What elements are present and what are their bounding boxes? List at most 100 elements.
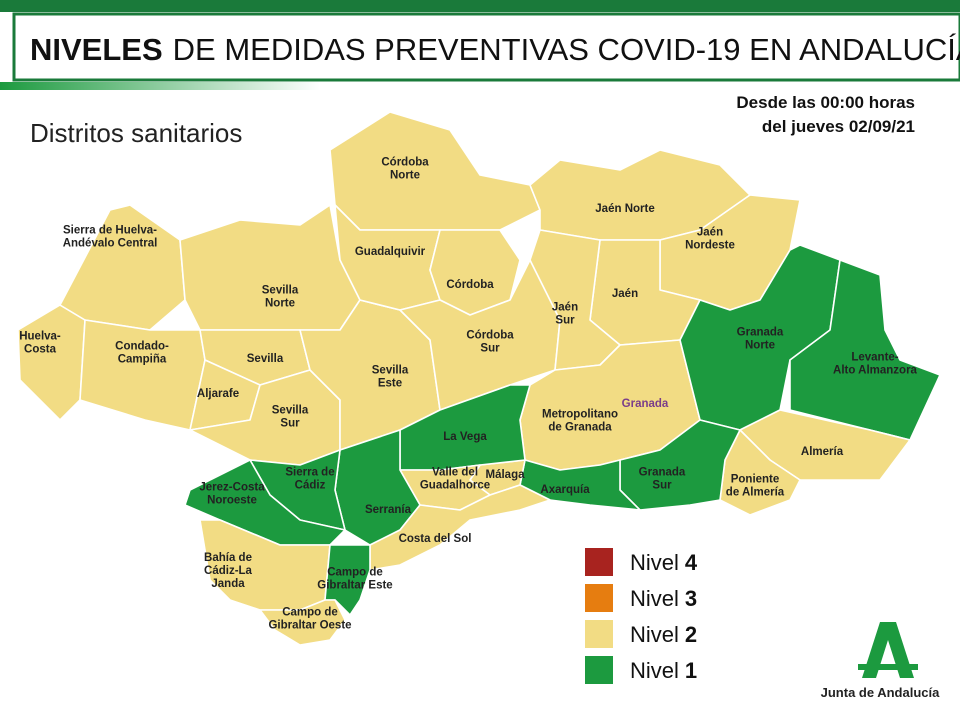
legend-level: 4 (685, 550, 698, 575)
logo-bar (858, 664, 918, 670)
district-label-line: Valle del (432, 467, 478, 479)
district-label: Costa del Sol (399, 533, 472, 545)
district-label-line: Gibraltar Oeste (268, 620, 351, 632)
district-label: Almería (801, 446, 844, 458)
district-label-line: Janda (211, 578, 245, 590)
district-label-line: de Almería (726, 487, 785, 499)
district-label: Serranía (365, 504, 412, 516)
legend-text: Nivel (630, 550, 679, 575)
district-label-line: Jerez-Costa (199, 482, 265, 494)
district-label-line: Sur (280, 418, 300, 430)
legend-text: Nivel (630, 622, 679, 647)
date-line: del jueves 02/09/21 (762, 117, 915, 136)
district-label: Guadalquivir (355, 246, 426, 258)
legend-text: Nivel (630, 586, 679, 611)
district-label: Jaén Norte (595, 203, 654, 215)
district-label: Metropolitano de Granada (542, 409, 618, 434)
district (259, 599, 346, 646)
district-label-line: Metropolitano (542, 409, 618, 421)
district-label: Granada Norte (737, 327, 784, 352)
district-label-line: Aljarafe (197, 388, 239, 400)
district-label: Sevilla Este (372, 365, 409, 390)
logo-text: Junta de Andalucía (821, 685, 940, 700)
district-label-line: Sevilla (262, 285, 299, 297)
district-label-line: Jaén (612, 288, 638, 300)
district-label-line: Nordeste (685, 240, 735, 252)
district-label-line: Costa (24, 344, 57, 356)
district-label: Poniente de Almería (726, 474, 785, 499)
district-label: Jaén (612, 288, 638, 300)
district-label-line: Sevilla (272, 405, 309, 417)
legend-swatch (585, 584, 613, 612)
title-box (12, 12, 960, 82)
district-label-line: Jaén Norte (595, 203, 654, 215)
title-underline (0, 82, 320, 90)
district-label: Sevilla (247, 353, 284, 365)
district-label-line: de Granada (548, 422, 612, 434)
district-label-line: Sur (652, 480, 672, 492)
district-label-line: Gibraltar Este (317, 580, 392, 592)
district-label-line: Granada (737, 327, 784, 339)
district-label-line: Levante- (851, 352, 898, 364)
district-label-line: Granada (639, 467, 686, 479)
district-label-line: Campo de (327, 567, 383, 579)
district-label: Levante-Alto Almanzora (833, 352, 918, 377)
district-label-line: Costa del Sol (399, 533, 472, 545)
district-label-line: Sierra de (285, 467, 334, 479)
legend-swatch (585, 656, 613, 684)
district-label-line: Norte (265, 298, 295, 310)
district-label: Bahía de Cádiz-La Janda (204, 552, 253, 590)
subtitle: Distritos sanitarios (30, 118, 242, 148)
date-line: Desde las 00:00 horas (736, 93, 915, 112)
district (79, 319, 206, 431)
district-label: Campo de Gibraltar Este (317, 567, 392, 592)
legend-level: 1 (685, 658, 697, 683)
district-label: Aljarafe (197, 388, 239, 400)
district-label: Córdoba Norte (381, 157, 429, 182)
district-label-line: Sevilla (247, 353, 284, 365)
district-label: Campo de Gibraltar Oeste (268, 607, 351, 632)
district-label-line: Cádiz-La (204, 565, 253, 577)
district-label-line: Noroeste (207, 495, 257, 507)
legend-level: 3 (685, 586, 697, 611)
district-label: Jaén Sur (552, 302, 578, 327)
legend-text: Nivel (630, 658, 679, 683)
title-rest: DE MEDIDAS PREVENTIVAS COVID-19 EN ANDAL… (173, 32, 960, 67)
legend-label: Nivel 2 (630, 622, 697, 647)
legend-label: Nivel 1 (630, 658, 697, 683)
district-label: Sierra de Cádiz (285, 467, 334, 492)
district-label: Málaga (486, 469, 526, 481)
map-labels: Huelva-Costa Sierra de Huelva-Andévalo Ce… (19, 157, 917, 632)
district-label: Huelva-Costa (19, 331, 61, 356)
district-label: Jaén Nordeste (685, 227, 735, 252)
district-label-line: Jaén (697, 227, 723, 239)
district-label-line: Sierra de Huelva- (63, 225, 157, 237)
district-label-line: Axarquía (540, 484, 590, 496)
district-label-line: Norte (390, 170, 420, 182)
district-label-line: Norte (745, 340, 775, 352)
district-label-line: Serranía (365, 504, 412, 516)
district-label: Granada Sur (639, 467, 686, 492)
district (17, 304, 86, 421)
district-label-line: Córdoba (446, 279, 494, 291)
city-label: Granada (622, 398, 669, 410)
title-bold: NIVELES (30, 32, 163, 67)
district-label-line: Almería (801, 446, 844, 458)
district (184, 459, 346, 546)
district-label: Córdoba (446, 279, 494, 291)
map-regions (17, 111, 941, 646)
district-label-line: La Vega (443, 431, 487, 443)
district-label: Sierra de Huelva-Andévalo Central (63, 225, 158, 250)
district-label-line: Bahía de (204, 552, 252, 564)
district (329, 111, 541, 231)
district-label: Sevilla Sur (272, 405, 309, 430)
district-label-line: Sevilla (372, 365, 409, 377)
legend-swatch (585, 620, 613, 648)
district-label-line: Guadalhorce (420, 480, 490, 492)
district-label-line: Andévalo Central (63, 238, 158, 250)
district-label-line: Sur (480, 343, 500, 355)
district-label: Córdoba Sur (466, 330, 514, 355)
legend-level: 2 (685, 622, 697, 647)
district-label: La Vega (443, 431, 487, 443)
